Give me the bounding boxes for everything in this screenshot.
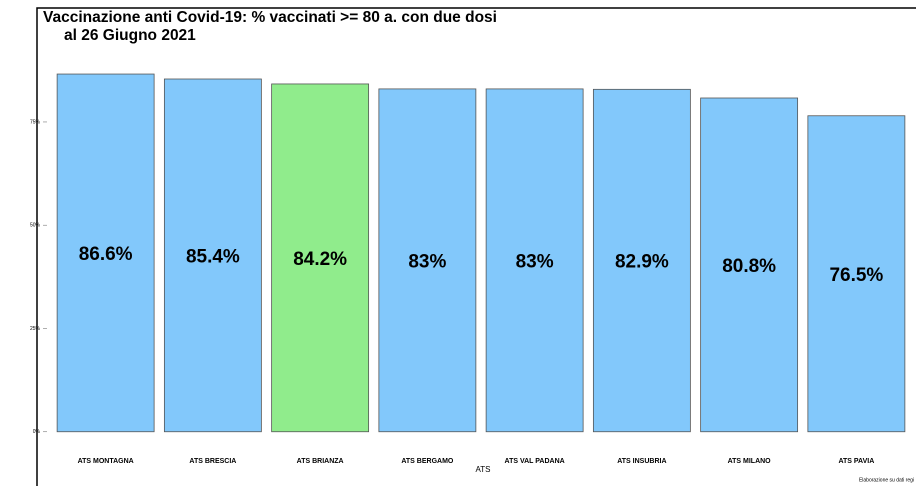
x-axis-label: ATS [476, 465, 491, 474]
bar [271, 83, 370, 433]
y-tick-label: 25% [30, 326, 41, 332]
value-label: 85.4% [186, 246, 240, 267]
bar [592, 88, 691, 433]
chart-subtitle: al 26 Giugno 2021 [64, 27, 196, 44]
value-label: 84.2% [293, 249, 347, 270]
caption: Elaborazione su dati regi [859, 477, 914, 483]
value-label: 80.8% [722, 256, 776, 277]
chart-title: Vaccinazione anti Covid-19: % vaccinati … [43, 9, 497, 26]
x-tick-label: ATS VAL PADANA [505, 458, 565, 465]
x-tick-label: ATS BERGAMO [401, 458, 454, 465]
bar [700, 97, 799, 433]
x-tick-label: ATS MILANO [728, 458, 772, 465]
y-tick-label: 50% [30, 223, 41, 229]
bar [56, 73, 155, 433]
x-tick-label: ATS MONTAGNA [78, 458, 134, 465]
value-label: 83% [516, 251, 554, 272]
value-label: 76.5% [829, 265, 883, 286]
bar [807, 115, 906, 433]
value-label: 83% [408, 251, 446, 272]
x-tick-label: ATS BRESCIA [189, 458, 236, 465]
x-tick-label: ATS BRIANZA [297, 458, 344, 465]
y-tick-label: 0% [33, 429, 41, 435]
value-label: 86.6% [79, 244, 133, 265]
value-label: 82.9% [615, 252, 669, 273]
bar [163, 78, 262, 433]
bar [378, 88, 477, 433]
x-tick-label: ATS PAVIA [838, 458, 874, 465]
bar [485, 88, 584, 433]
y-tick-label: 75% [30, 119, 41, 125]
x-tick-label: ATS INSUBRIA [617, 458, 666, 465]
frame [36, 7, 916, 486]
